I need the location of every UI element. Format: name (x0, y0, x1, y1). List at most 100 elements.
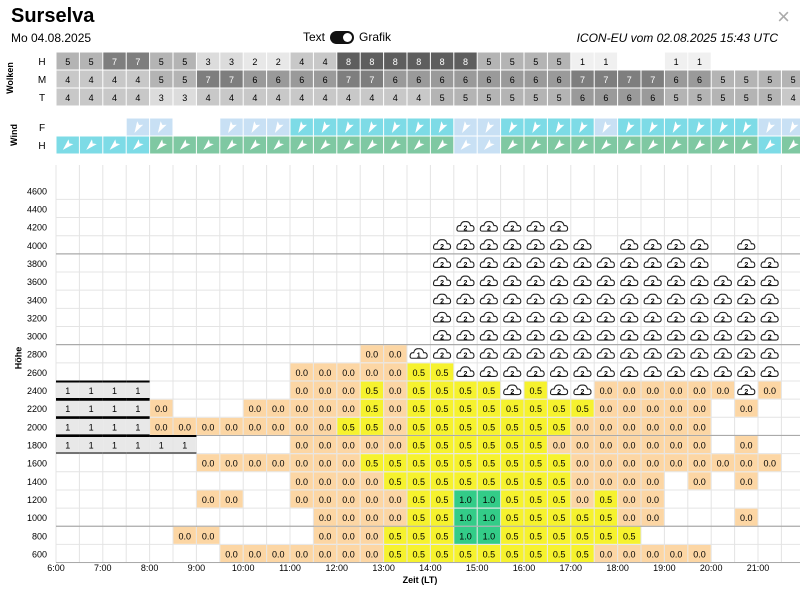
cloud-shape (737, 366, 756, 377)
cloud-shape (456, 311, 475, 323)
cloud-icon: 2 (526, 311, 545, 323)
cloud-icon-number: 2 (627, 316, 631, 323)
cloud-icon-number: 2 (557, 244, 561, 251)
climb-cell-value: 0.5 (366, 404, 379, 414)
wind-arrow-icon (251, 121, 261, 133)
climb-cell (384, 545, 407, 562)
climb-cell-value: 0.5 (483, 422, 496, 432)
wind-arrow-icon (672, 121, 682, 133)
climb-cell (407, 399, 430, 417)
cloud-icon-number: 2 (698, 298, 702, 305)
cloud-icon: 2 (573, 311, 592, 323)
climb-cell (407, 526, 430, 544)
cloud-shape (503, 221, 522, 232)
cloud-shape (526, 348, 545, 359)
climb-cell (454, 399, 477, 417)
cloud-shape (526, 239, 545, 250)
toggle-switch[interactable] (330, 30, 355, 44)
close-icon[interactable]: × (777, 4, 790, 29)
y-tick-label: 2600 (27, 368, 47, 378)
climb-cell (313, 399, 337, 417)
climb-cell-value: 0.0 (295, 550, 308, 560)
toggle-graphic-label[interactable]: Grafik (359, 30, 392, 44)
cloud-icon: 2 (713, 366, 732, 378)
cloud-icon-number: 2 (534, 262, 538, 269)
climb-cell (337, 454, 360, 472)
climb-cell (360, 399, 384, 417)
cloud-icon-number: 2 (534, 335, 538, 342)
forecast-date: Mo 04.08.2025 (11, 31, 92, 45)
cloud-cell (243, 88, 267, 106)
cloud-icon: 2 (503, 221, 522, 233)
climb-cell (477, 436, 501, 454)
cloud-icon: 2 (456, 366, 475, 378)
cloud-cell (547, 70, 571, 88)
cloud-cell (571, 88, 594, 106)
climb-cell-value: 0.5 (412, 368, 425, 378)
cloud-icon: 2 (666, 366, 686, 378)
cloud-cell-value: 6 (674, 75, 679, 85)
wind-arrow-icon (156, 139, 167, 150)
climb-cell (290, 545, 313, 562)
wind-row-label: F (39, 123, 45, 134)
cloud-icon: 2 (432, 329, 452, 342)
cloud-icon: 2 (526, 221, 545, 233)
cloud-icon-number: 2 (581, 353, 585, 360)
cloud-icon-number: 2 (744, 335, 748, 342)
x-tick-label: 14:00 (419, 563, 442, 573)
climb-cell (407, 417, 430, 435)
climb-cell-value: 0.5 (553, 513, 566, 523)
cloud-icon: 2 (666, 275, 686, 287)
cloud-cell-value: 6 (276, 75, 281, 85)
wind-arrow-shape (391, 121, 401, 133)
cloud-icon-number: 2 (464, 353, 468, 360)
climb-cell-value: 0.0 (249, 404, 262, 414)
climb-cell-value: 0.5 (459, 422, 472, 432)
cloud-layer-cell (56, 399, 79, 417)
cloud-shape (737, 311, 756, 323)
climb-cell-value: 0.0 (623, 386, 636, 396)
cloud-icon-number: 2 (534, 353, 538, 360)
climb-cell-value: 0.0 (295, 386, 308, 396)
climb-cell-value: 0.0 (389, 350, 402, 360)
climb-cell-value: 0.5 (389, 550, 402, 560)
cloud-icon-number: 2 (487, 280, 491, 287)
climb-cell (430, 436, 454, 454)
cloud-shape (549, 311, 569, 323)
climb-cell (688, 399, 711, 417)
cloud-icon-number: 2 (604, 353, 608, 360)
wind-arrow-icon (390, 139, 401, 150)
cloud-icon-number: 2 (534, 244, 538, 251)
cloud-cell-value: 5 (557, 93, 562, 103)
cloud-icon-number: 2 (557, 262, 561, 269)
climb-cell-value: 0.0 (272, 422, 285, 432)
climb-cell (547, 490, 571, 508)
toggle-text-label[interactable]: Text (303, 30, 326, 44)
cloud-layer-value: 1 (89, 386, 94, 396)
cloud-icon: 2 (737, 275, 756, 287)
climb-cell-value: 0.5 (483, 404, 496, 414)
cloud-icon-number: 2 (721, 316, 725, 323)
cloud-icon: 2 (690, 329, 709, 342)
climb-cell (150, 399, 173, 417)
cloud-icon-number: 2 (627, 371, 631, 378)
cloud-cell (641, 88, 664, 106)
toggle-knob (343, 32, 353, 42)
wind-arrow-icon (554, 139, 565, 150)
cloud-icon-number: 2 (744, 316, 748, 323)
cloud-shape (409, 348, 428, 359)
climb-cell (524, 545, 547, 562)
climb-cell-value: 0.0 (366, 495, 379, 505)
cloud-icon: 2 (643, 275, 662, 287)
view-toggle[interactable]: Text Grafik (303, 30, 391, 44)
climb-cell (313, 417, 337, 435)
wind-arrow-icon (789, 121, 799, 133)
cloud-icon-number: 2 (627, 244, 631, 251)
climb-cell-value: 0.0 (225, 495, 238, 505)
cloud-shape (643, 329, 662, 341)
cloud-cell (454, 88, 477, 106)
cloud-shape (596, 366, 615, 377)
cloud-shape (479, 239, 498, 250)
cloud-cell (220, 88, 243, 106)
cloud-icon: 2 (432, 257, 452, 269)
